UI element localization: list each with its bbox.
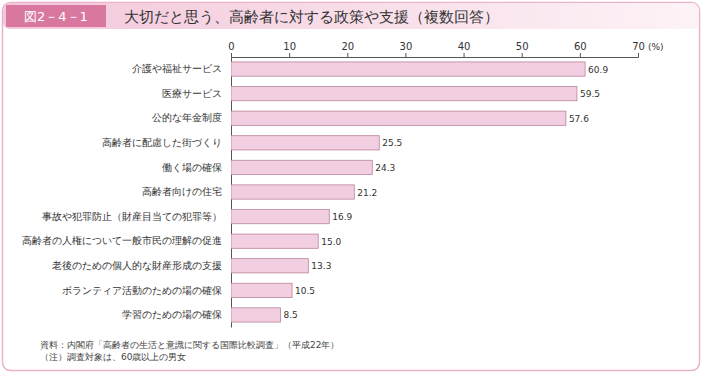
bar — [231, 136, 379, 150]
data-label: 15.0 — [321, 237, 341, 247]
category-label: 高齢者に配慮した街づくり — [102, 137, 222, 148]
bar — [231, 185, 354, 199]
data-label: 10.5 — [295, 286, 315, 296]
x-tick-label: 0 — [228, 41, 234, 52]
bar — [231, 209, 329, 223]
x-tick-mark — [405, 53, 406, 57]
x-tick-mark — [464, 53, 465, 57]
data-labels: 60.9 59.5 57.6 25.5 24.3 21.2 16.9 15.0 13.3 10.5… — [283, 65, 608, 321]
x-tick-label: 50 — [516, 41, 529, 52]
data-label: 24.3 — [375, 163, 395, 173]
y-tick: ボランティア活動のための場の確保 — [62, 285, 231, 296]
y-tick: 公的な年金制度 — [152, 112, 231, 123]
category-label: 介護や福祉サービス — [132, 63, 222, 74]
x-tick-label: 30 — [400, 41, 413, 52]
x-tick-label: 70 — [632, 41, 645, 52]
data-label: 21.2 — [357, 188, 377, 198]
bar — [231, 259, 308, 273]
x-tick-label: 10 — [283, 41, 296, 52]
y-tick: 医療サービス — [162, 88, 231, 99]
x-tick: 20 — [341, 41, 354, 57]
x-tick: 70 — [632, 41, 645, 57]
x-tick-mark — [347, 53, 348, 57]
data-label: 60.9 — [588, 65, 608, 75]
data-label: 13.3 — [311, 261, 331, 271]
x-tick: 30 — [400, 41, 413, 57]
category-label: ボランティア活動のための場の確保 — [62, 285, 222, 296]
figure-label: 図2－4－1 — [24, 9, 88, 24]
data-label: 8.5 — [283, 310, 297, 320]
bar — [231, 87, 577, 101]
note: （注）調査対象は、60歳以上の男女 — [40, 352, 186, 362]
bar — [231, 160, 372, 174]
y-tick: 働く場の確保 — [162, 162, 231, 173]
category-label: 高齢者の人権について一般市民の理解の促進 — [22, 235, 222, 246]
category-label: 事故や犯罪防止（財産目当ての犯罪等） — [42, 211, 222, 222]
category-label: 公的な年金制度 — [152, 112, 222, 123]
x-tick: 40 — [458, 41, 471, 57]
x-tick-label: 40 — [458, 41, 471, 52]
bar — [231, 308, 280, 322]
category-label: 医療サービス — [162, 88, 222, 99]
y-tick: 高齢者に配慮した街づくり — [102, 137, 231, 148]
x-tick-mark — [522, 53, 523, 57]
x-tick-label: 60 — [574, 41, 587, 52]
x-tick: 10 — [283, 41, 296, 57]
x-tick: 50 — [516, 41, 529, 57]
bar — [231, 283, 292, 297]
y-axis: 介護や福祉サービス医療サービス公的な年金制度高齢者に配慮した街づくり働く場の確保… — [22, 58, 232, 328]
header-band — [3, 3, 699, 29]
bars — [231, 62, 585, 322]
x-tick-mark — [580, 53, 581, 57]
bar — [231, 234, 318, 248]
figure-label-box — [6, 5, 106, 27]
category-label: 働く場の確保 — [162, 162, 222, 173]
x-axis: 0 10 20 30 40 50 60 70 — [228, 41, 645, 58]
chart: 図2－4－1 大切だと思う、高齢者に対する政策や支援（複数回答） 0 10 20 30 40… — [0, 0, 702, 373]
y-tick: 学習のための場の確保 — [122, 309, 231, 320]
title: 大切だと思う、高齢者に対する政策や支援（複数回答） — [124, 8, 499, 26]
notes: 資料：内閣府「高齢者の生活と意識に関する国際比較調査」（平成22年） （注）調査対… — [40, 340, 339, 362]
y-tick: 高齢者向けの住宅 — [142, 186, 231, 197]
bar — [231, 111, 566, 125]
category-label: 学習のための場の確保 — [122, 309, 222, 320]
frame — [3, 3, 700, 371]
x-axis-line — [232, 53, 639, 58]
x-tick-label: 20 — [341, 41, 354, 52]
y-tick: 高齢者の人権について一般市民の理解の促進 — [22, 235, 231, 246]
y-tick: 介護や福祉サービス — [132, 63, 231, 74]
x-tick: 0 — [228, 41, 234, 57]
x-axis-unit: (%) — [648, 42, 664, 52]
x-tick-mark — [638, 53, 639, 57]
note: 資料：内閣府「高齢者の生活と意識に関する国際比較調査」（平成22年） — [40, 340, 339, 350]
data-label: 57.6 — [569, 114, 589, 124]
data-label: 16.9 — [332, 212, 352, 222]
data-label: 25.5 — [382, 138, 402, 148]
x-tick-mark — [231, 53, 232, 57]
data-label: 59.5 — [580, 89, 600, 99]
x-tick-mark — [289, 53, 290, 57]
x-tick: 60 — [574, 41, 587, 57]
bar — [231, 62, 585, 76]
category-label: 老後のための個人的な財産形成の支援 — [52, 260, 222, 271]
y-tick: 老後のための個人的な財産形成の支援 — [52, 260, 231, 271]
category-label: 高齢者向けの住宅 — [142, 186, 222, 197]
y-tick: 事故や犯罪防止（財産目当ての犯罪等） — [42, 211, 231, 222]
